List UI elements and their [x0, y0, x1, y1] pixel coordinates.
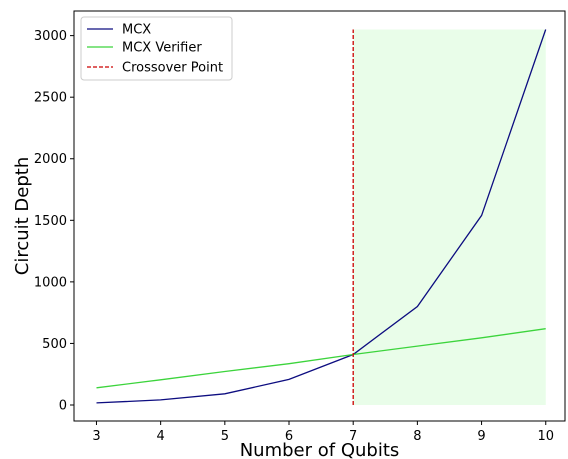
shaded-region	[353, 29, 546, 405]
x-tick-label: 4	[157, 429, 165, 444]
x-tick-label: 8	[413, 429, 421, 444]
y-tick-label: 500	[42, 337, 67, 352]
shaded-region-layer	[353, 29, 546, 405]
series-line-mcx-verifier	[96, 328, 546, 389]
x-tick-label: 9	[477, 429, 485, 444]
series-line-mcx	[96, 29, 547, 404]
y-axis-ticks: 0 500 1000 1500 2000 2500 3000	[34, 29, 74, 413]
series-layer	[96, 29, 547, 405]
y-tick-label: 2000	[34, 152, 67, 167]
x-axis-ticks: 3 4 5 6 7 8 9 10	[92, 421, 554, 444]
x-tick-label: 7	[349, 429, 357, 444]
y-axis-label: Circuit Depth	[12, 157, 33, 276]
y-tick-label: 1500	[34, 214, 67, 229]
x-axis-label: Number of Qubits	[240, 440, 400, 459]
y-tick-label: 3000	[34, 29, 67, 44]
y-tick-label: 0	[59, 398, 67, 413]
x-tick-label: 10	[537, 429, 554, 444]
legend-label-mcx-verifier: MCX Verifier	[122, 41, 202, 56]
legend-label-crossover-point: Crossover Point	[122, 61, 223, 76]
y-tick-label: 2500	[34, 91, 67, 106]
plot-frame	[73, 10, 566, 422]
x-tick-label: 5	[221, 429, 229, 444]
y-tick-label: 1000	[34, 275, 67, 290]
legend-label-mcx: MCX	[122, 23, 151, 38]
x-tick-label: 6	[285, 429, 293, 444]
legend-box	[80, 16, 233, 81]
legend: MCX MCX Verifier Crossover Point	[80, 16, 233, 81]
x-tick-label: 3	[92, 429, 100, 444]
